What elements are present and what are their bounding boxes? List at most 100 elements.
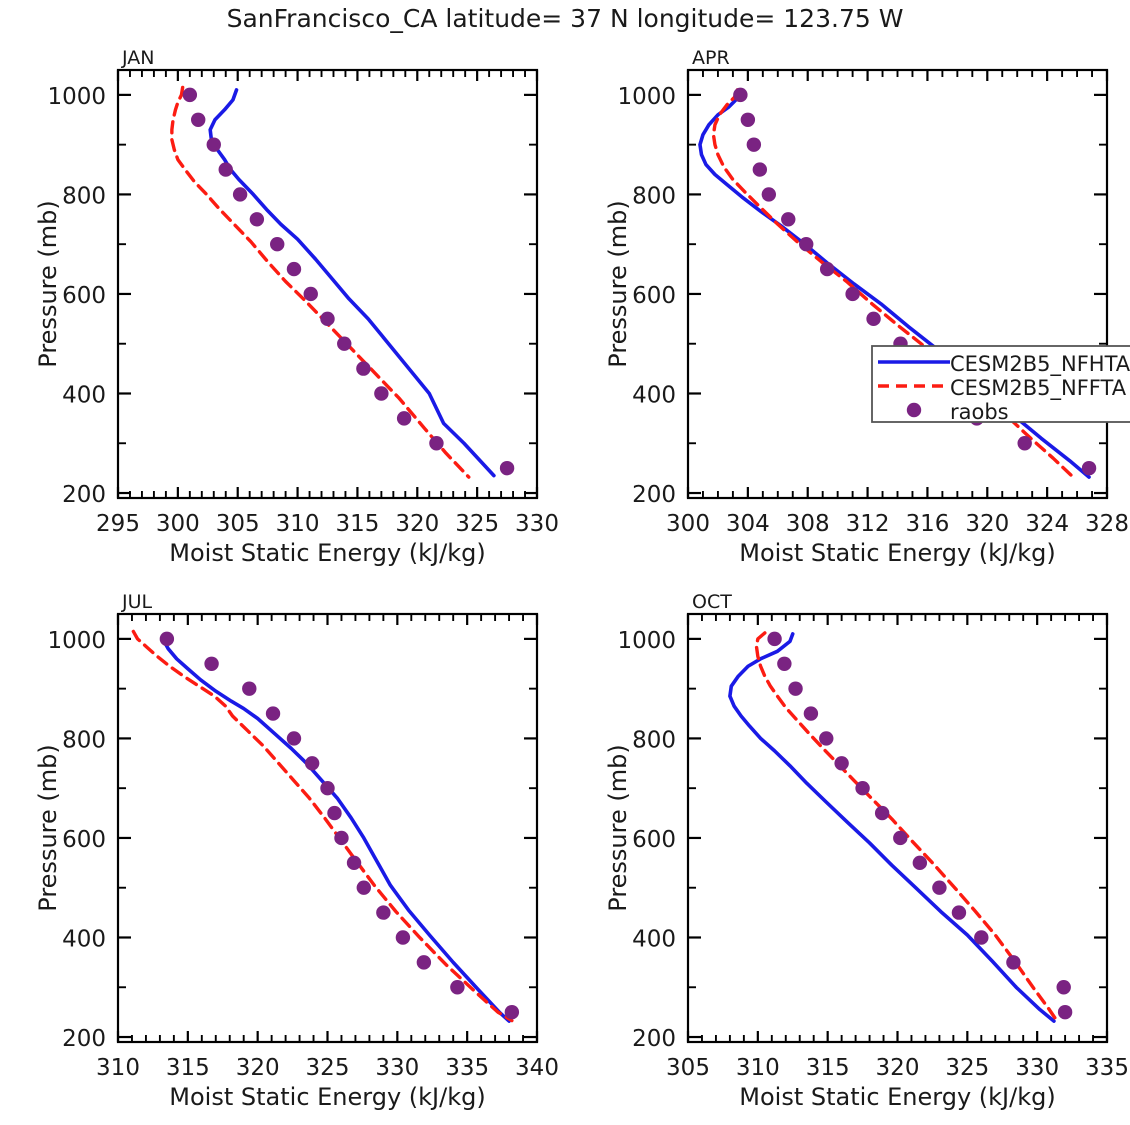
ytick-label: 600	[62, 283, 106, 309]
xtick-label: 305	[216, 511, 260, 537]
raobs-marker	[499, 460, 515, 476]
panel-label-jan: JAN	[121, 47, 154, 69]
plot-frame-jan	[116, 68, 539, 500]
raobs-marker	[974, 930, 989, 945]
plot-area	[170, 85, 515, 479]
series-cesm2b5-nfhta	[728, 632, 1056, 1023]
xtick-label: 320	[876, 1055, 920, 1081]
xtick-label: 335	[445, 1055, 489, 1081]
x-axis-title: Moist Static Energy (kJ/kg)	[169, 1083, 485, 1111]
raobs-marker	[206, 137, 221, 152]
raobs-marker	[866, 311, 881, 327]
raobs-marker	[374, 386, 389, 401]
raobs-marker	[912, 855, 928, 871]
panel-jul: JUL 310 315 320 325 330 335 340 200 400 600 800 1000…	[34, 591, 559, 1111]
raobs-marker	[376, 905, 391, 920]
x-axis-title: Moist Static Energy (kJ/kg)	[739, 539, 1055, 567]
raobs-marker	[396, 411, 412, 426]
ytick-label: 800	[632, 183, 676, 209]
raobs-marker	[303, 286, 318, 302]
x-axis-title: Moist Static Energy (kJ/kg)	[739, 1083, 1055, 1111]
panel-jan: JAN 295 300 305 310 315 320 325 330 200 400 600 800 1…	[34, 47, 559, 567]
legend-swatch-marker	[906, 402, 922, 418]
legend-label-0: CESM2B5_NFHTA	[950, 352, 1130, 377]
raobs-marker	[270, 236, 285, 252]
xtick-label: 316	[905, 511, 949, 537]
raobs-marker	[752, 162, 768, 177]
raobs-marker	[191, 112, 206, 127]
raobs-marker	[242, 681, 257, 696]
panels-root: JAN 295 300 305 310 315 320 325 330 200 400 600 800 1…	[34, 47, 1129, 1111]
raobs-marker	[733, 87, 748, 103]
ytick-label: 1000	[617, 84, 676, 110]
xtick-label: 325	[455, 511, 499, 537]
raobs-marker	[834, 756, 849, 771]
ytick-label: 1000	[47, 84, 106, 110]
xtick-label: 310	[276, 511, 320, 537]
ytick-label: 200	[62, 482, 106, 508]
xtick-label: 304	[726, 511, 770, 537]
raobs-marker	[761, 187, 777, 202]
ytick-label: 400	[62, 926, 106, 952]
raobs-marker	[416, 955, 432, 970]
xtick-label: 312	[846, 511, 890, 537]
y-axis-title: Pressure (mb)	[34, 744, 62, 911]
ytick-label: 400	[62, 382, 106, 408]
ytick-label: 1000	[617, 628, 676, 654]
x-axis-title: Moist Static Energy (kJ/kg)	[169, 539, 485, 567]
figure-title: SanFrancisco_CA latitude= 37 N longitude…	[227, 4, 904, 33]
raobs-marker	[1057, 1004, 1073, 1020]
series-cesm2b5-nffta	[131, 629, 514, 1023]
xtick-label: 328	[1085, 511, 1129, 537]
xtick-label: 320	[965, 511, 1009, 537]
raobs-marker	[204, 656, 219, 671]
xtick-label: 310	[736, 1055, 780, 1081]
raobs-marker	[249, 212, 265, 227]
xtick-label: 308	[786, 511, 830, 537]
ytick-label: 600	[632, 283, 676, 309]
panel-apr: APR 300 304 308 312 316 320 324 328 200 400 600 800 1…	[604, 47, 1129, 567]
raobs-marker	[777, 656, 792, 671]
ytick-label: 600	[62, 827, 106, 853]
raobs-marker	[819, 731, 834, 746]
raobs-marker	[346, 855, 362, 871]
raobs-marker	[265, 706, 281, 721]
xtick-label: 320	[395, 511, 439, 537]
raobs-marker	[788, 681, 803, 696]
raobs-marker	[1081, 460, 1097, 476]
series-cesm2b5-nffta	[170, 85, 471, 479]
legend-label-1: CESM2B5_NFFTA	[950, 376, 1127, 401]
ytick-label: 800	[62, 727, 106, 753]
raobs-marker	[1056, 980, 1071, 995]
raobs-marker	[327, 805, 342, 821]
panel-label-oct: OCT	[692, 591, 732, 613]
xtick-label: 335	[1085, 1055, 1129, 1081]
raobs-marker	[429, 436, 444, 451]
raobs-marker	[218, 162, 233, 177]
raobs-marker	[504, 1004, 520, 1020]
xtick-label: 330	[375, 1055, 419, 1081]
raobs-marker	[781, 212, 796, 227]
xtick-label: 315	[335, 511, 379, 537]
raobs-marker	[356, 880, 372, 895]
xtick-label: 320	[236, 1055, 280, 1081]
ytick-label: 400	[632, 926, 676, 952]
raobs-marker	[337, 336, 352, 351]
raobs-marker	[395, 930, 411, 945]
plot-area	[728, 631, 1073, 1023]
ytick-label: 400	[632, 382, 676, 408]
series-cesm2b5-nfhta	[208, 88, 496, 478]
xtick-label: 325	[306, 1055, 350, 1081]
ytick-label: 200	[632, 1026, 676, 1052]
xtick-label: 300	[666, 511, 710, 537]
raobs-marker	[855, 780, 870, 796]
ytick-label: 200	[62, 1026, 106, 1052]
ytick-label: 200	[632, 482, 676, 508]
ytick-label: 800	[62, 183, 106, 209]
xtick-label: 330	[515, 511, 559, 537]
xtick-label: 295	[96, 511, 140, 537]
